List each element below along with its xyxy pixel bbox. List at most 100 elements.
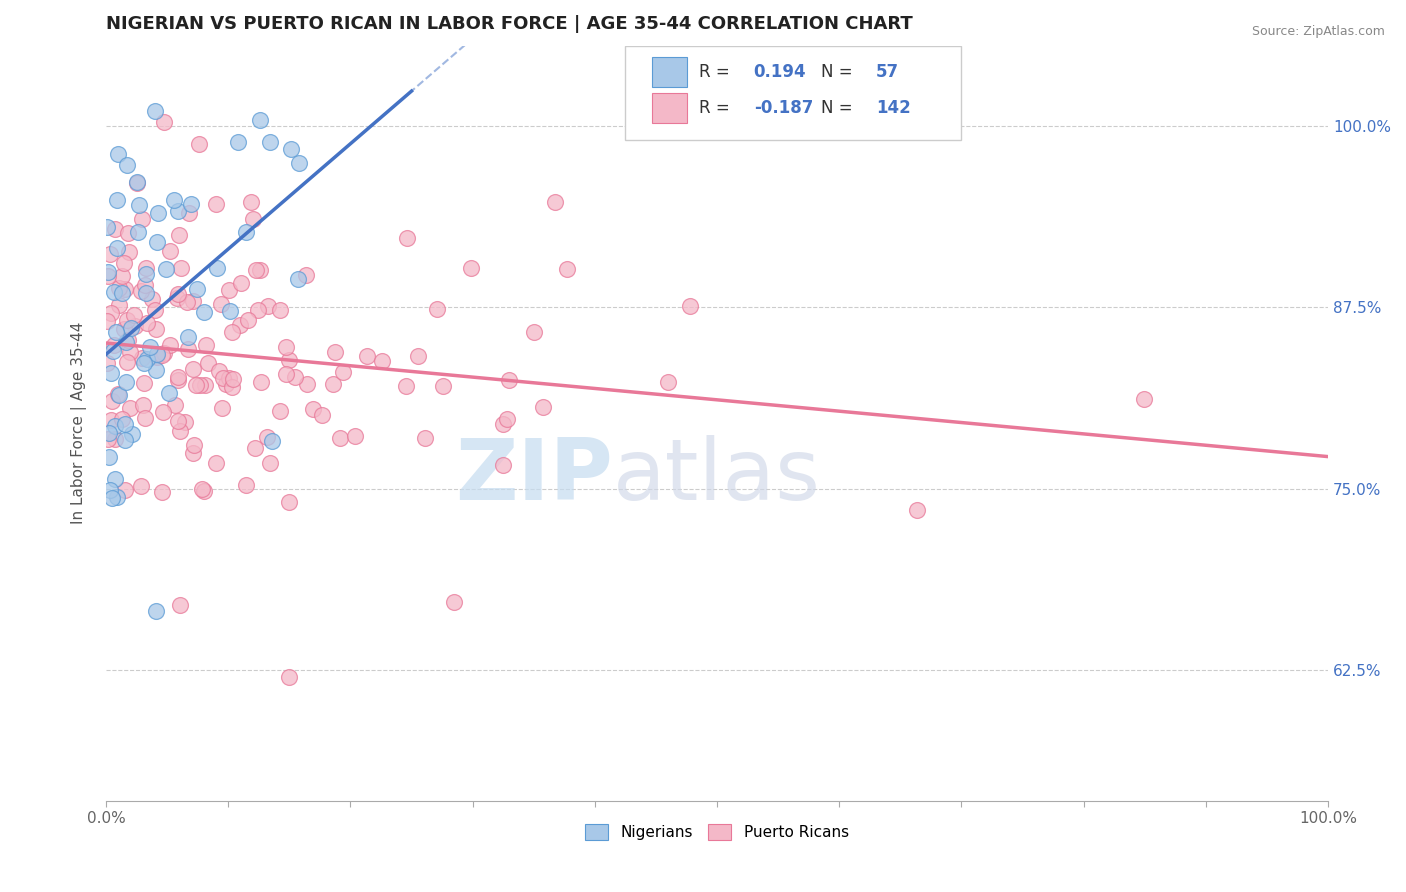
Point bbox=[97, 426, 120, 441]
Point bbox=[100, 306, 122, 320]
Point bbox=[127, 225, 149, 239]
Point bbox=[204, 456, 226, 470]
Point bbox=[132, 355, 155, 369]
Point bbox=[177, 206, 200, 220]
Point bbox=[523, 325, 546, 339]
Point bbox=[97, 268, 120, 283]
Point bbox=[152, 484, 174, 499]
Point bbox=[332, 365, 354, 379]
Point bbox=[221, 325, 243, 339]
Point bbox=[145, 604, 167, 618]
Point bbox=[301, 402, 323, 417]
Point bbox=[246, 302, 269, 317]
Point bbox=[111, 268, 134, 283]
Point bbox=[167, 373, 190, 387]
Point bbox=[235, 478, 257, 492]
Point bbox=[181, 293, 204, 308]
Point bbox=[555, 262, 578, 277]
Point bbox=[194, 377, 217, 392]
Point bbox=[152, 115, 174, 129]
Point bbox=[117, 333, 139, 347]
Point bbox=[193, 484, 215, 499]
Point bbox=[295, 268, 318, 283]
Text: NIGERIAN VS PUERTO RICAN IN LABOR FORCE | AGE 35-44 CORRELATION CHART: NIGERIAN VS PUERTO RICAN IN LABOR FORCE … bbox=[105, 15, 912, 33]
Point bbox=[145, 363, 167, 377]
Text: ZIP: ZIP bbox=[456, 434, 613, 517]
Point bbox=[131, 351, 153, 365]
Point bbox=[120, 320, 142, 334]
Point bbox=[226, 136, 249, 150]
Point bbox=[114, 483, 136, 498]
Point bbox=[117, 226, 139, 240]
Point bbox=[115, 375, 138, 389]
Legend: Nigerians, Puerto Ricans: Nigerians, Puerto Ricans bbox=[579, 818, 855, 847]
Point bbox=[274, 340, 297, 354]
Point bbox=[108, 388, 131, 402]
Point bbox=[183, 438, 205, 452]
Point bbox=[159, 244, 181, 258]
Point bbox=[104, 221, 127, 235]
Text: atlas: atlas bbox=[613, 434, 821, 517]
Point bbox=[163, 193, 186, 207]
Point bbox=[100, 413, 122, 427]
Point bbox=[104, 432, 127, 446]
Point bbox=[491, 417, 513, 431]
Point bbox=[323, 344, 346, 359]
Point bbox=[259, 456, 281, 470]
Point bbox=[122, 308, 145, 322]
Point bbox=[108, 298, 131, 312]
Point bbox=[132, 398, 155, 412]
Point bbox=[344, 429, 367, 443]
Point bbox=[188, 378, 211, 392]
Point bbox=[205, 261, 228, 276]
Point bbox=[426, 302, 449, 317]
Point bbox=[135, 285, 157, 300]
Point bbox=[97, 433, 120, 447]
Point bbox=[96, 356, 118, 370]
Text: 57: 57 bbox=[876, 63, 898, 81]
Text: 142: 142 bbox=[876, 99, 911, 117]
Point bbox=[132, 376, 155, 390]
FancyBboxPatch shape bbox=[652, 93, 686, 123]
Text: N =: N = bbox=[821, 63, 858, 81]
Point bbox=[215, 377, 238, 392]
Point bbox=[153, 346, 176, 360]
Point bbox=[280, 142, 302, 156]
Point bbox=[218, 304, 240, 318]
Point bbox=[395, 379, 418, 393]
Point bbox=[169, 424, 191, 438]
Point bbox=[98, 450, 121, 464]
Point bbox=[311, 409, 333, 423]
Point bbox=[269, 404, 291, 418]
Point bbox=[97, 265, 120, 279]
Point bbox=[249, 112, 271, 127]
Point bbox=[150, 348, 173, 362]
Point bbox=[531, 400, 554, 414]
Text: R =: R = bbox=[699, 63, 735, 81]
Point bbox=[177, 342, 200, 356]
Point bbox=[186, 377, 208, 392]
Point bbox=[186, 283, 208, 297]
Point bbox=[181, 362, 204, 376]
Point bbox=[115, 313, 138, 327]
FancyBboxPatch shape bbox=[626, 45, 962, 140]
Point bbox=[221, 380, 243, 394]
Point bbox=[135, 268, 157, 282]
Point bbox=[197, 355, 219, 369]
Point bbox=[229, 318, 252, 332]
Point bbox=[208, 364, 231, 378]
Point bbox=[269, 303, 291, 318]
Point bbox=[245, 262, 267, 277]
Point bbox=[159, 338, 181, 352]
Point bbox=[141, 292, 163, 306]
Point bbox=[371, 354, 394, 368]
Point bbox=[114, 417, 136, 431]
Point bbox=[127, 175, 149, 189]
Point bbox=[145, 235, 167, 249]
Point bbox=[107, 386, 129, 401]
Point bbox=[101, 393, 124, 408]
Point bbox=[117, 244, 139, 259]
Point bbox=[408, 349, 430, 363]
Point bbox=[112, 322, 135, 336]
Point bbox=[138, 340, 160, 354]
